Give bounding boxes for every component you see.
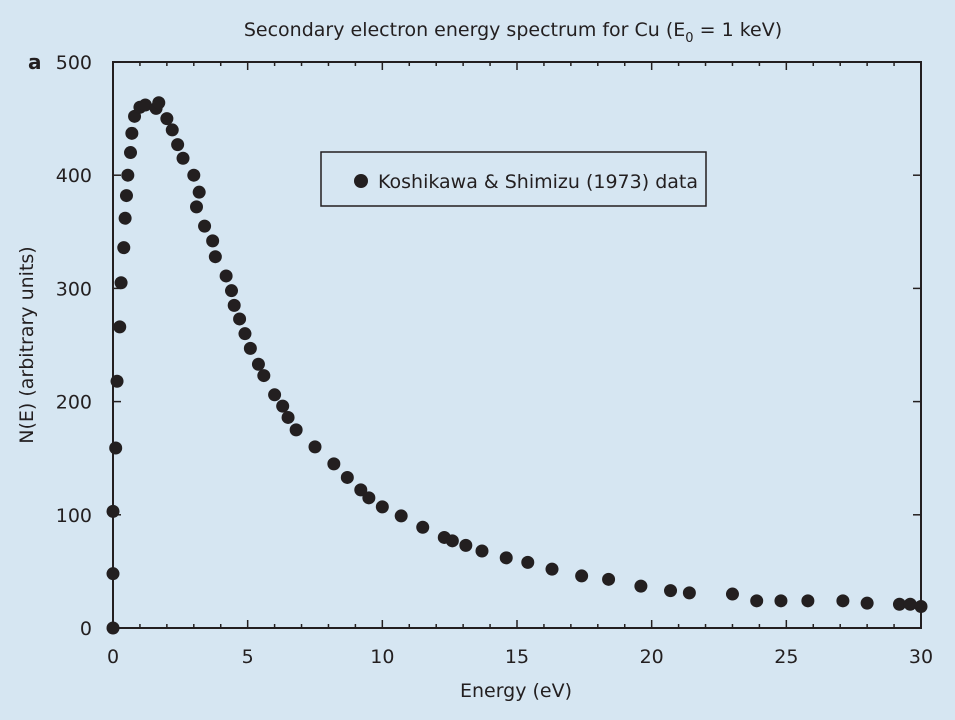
x-tick-label: 10 [370, 646, 394, 668]
data-point [160, 112, 174, 126]
data-point [176, 151, 190, 165]
data-point [233, 312, 247, 326]
data-point [308, 440, 322, 454]
y-tick-label: 400 [56, 165, 92, 187]
data-point [602, 572, 616, 586]
x-tick-label: 5 [242, 646, 254, 668]
data-point [109, 441, 123, 455]
data-point [251, 357, 265, 371]
data-point [575, 569, 589, 583]
data-point [281, 410, 295, 424]
data-point [354, 483, 368, 497]
data-point [545, 562, 559, 576]
data-point [903, 597, 917, 611]
data-point [860, 596, 874, 610]
data-point [394, 509, 408, 523]
x-axis-ticks: 0 5 10 15 20 25 30 [107, 62, 933, 668]
data-point [276, 399, 290, 413]
y-tick-label: 0 [80, 618, 92, 640]
data-point [289, 423, 303, 437]
data-point [634, 579, 648, 593]
data-point [114, 276, 128, 290]
data-point [801, 594, 815, 608]
y-axis-ticks: 0 100 200 300 400 500 [56, 52, 921, 640]
data-point [138, 98, 152, 112]
data-point [113, 320, 127, 334]
data-point [499, 551, 513, 565]
data-point [327, 457, 341, 471]
data-point [124, 146, 138, 160]
data-point [227, 298, 241, 312]
data-point [725, 587, 739, 601]
data-point [110, 374, 124, 388]
data-point [117, 241, 131, 255]
data-point [192, 185, 206, 199]
data-point [682, 586, 696, 600]
data-point [219, 269, 233, 283]
data-point [362, 491, 376, 505]
x-axis-label: Energy (eV) [460, 680, 572, 702]
data-point [774, 594, 788, 608]
data-point [243, 341, 257, 355]
data-point [208, 250, 222, 264]
data-point [165, 123, 179, 137]
data-point [119, 189, 133, 203]
data-point [238, 327, 252, 341]
y-tick-label: 100 [56, 505, 92, 527]
legend: Koshikawa & Shimizu (1973) data [320, 151, 707, 207]
data-point [198, 219, 212, 233]
legend-marker [354, 174, 368, 188]
data-points [106, 96, 928, 635]
x-tick-label: 20 [640, 646, 664, 668]
data-point [106, 621, 120, 635]
data-point [125, 126, 139, 140]
data-point [459, 538, 473, 552]
data-point [892, 597, 906, 611]
y-tick-label: 200 [56, 392, 92, 414]
data-point [375, 500, 389, 514]
x-tick-label: 25 [774, 646, 798, 668]
y-axis-label: N(E) (arbitrary units) [16, 246, 38, 443]
data-point [106, 567, 120, 581]
chart-title: Secondary electron energy spectrum for C… [244, 19, 782, 46]
data-point [268, 388, 282, 402]
data-point [914, 599, 928, 613]
data-point [225, 284, 239, 298]
data-point [121, 168, 135, 182]
x-tick-label: 30 [909, 646, 933, 668]
data-point [416, 520, 430, 534]
data-point [171, 138, 185, 152]
legend-box [320, 151, 707, 207]
data-point [340, 470, 354, 484]
data-point [750, 594, 764, 608]
data-point [257, 369, 271, 383]
data-point [445, 534, 459, 548]
data-point [475, 544, 489, 558]
data-point [521, 555, 535, 569]
panel-label: a [28, 50, 42, 74]
data-point [106, 504, 120, 518]
x-tick-label: 0 [107, 646, 119, 668]
data-point [187, 168, 201, 182]
data-point [206, 234, 220, 248]
data-point [118, 211, 132, 225]
plot-frame [112, 61, 922, 629]
data-point [189, 200, 203, 214]
x-tick-label: 15 [505, 646, 529, 668]
y-tick-label: 500 [56, 52, 92, 74]
data-point [836, 594, 850, 608]
data-point [152, 96, 166, 110]
y-tick-label: 300 [56, 278, 92, 300]
data-point [664, 584, 678, 598]
legend-label: Koshikawa & Shimizu (1973) data [378, 171, 698, 193]
